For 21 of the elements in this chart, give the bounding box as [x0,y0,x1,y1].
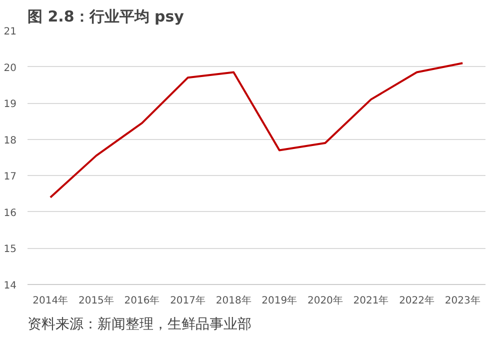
x-tick-label: 2019年 [262,294,298,306]
x-tick-label: 2015年 [78,294,114,306]
x-tick-label: 2021年 [353,294,389,306]
chart-title: 图 2.8：行业平均 psy [28,8,184,26]
x-tick-label: 2023年 [444,294,480,306]
y-tick-label: 14 [4,280,17,292]
x-tick-label: 2022年 [399,294,435,306]
x-tick-label: 2020年 [307,294,343,306]
x-tick-label: 2016年 [124,294,160,306]
text: 资料来源：新闻整理，生鲜品事业部 [28,316,252,332]
y-tick-label: 21 [4,26,17,38]
y-tick-label: 19 [4,99,17,110]
x-tick-label: 2017年 [170,294,206,306]
x-tick-label: 2018年 [216,294,252,306]
y-tick-label: 20 [4,62,17,74]
y-tick-label: 16 [4,208,17,219]
y-tick-label: 18 [4,135,17,146]
x-tick-label: 2014年 [32,294,68,306]
y-tick-label: 15 [4,244,17,256]
y-tick-label: 17 [4,172,17,183]
line-series [49,62,464,198]
